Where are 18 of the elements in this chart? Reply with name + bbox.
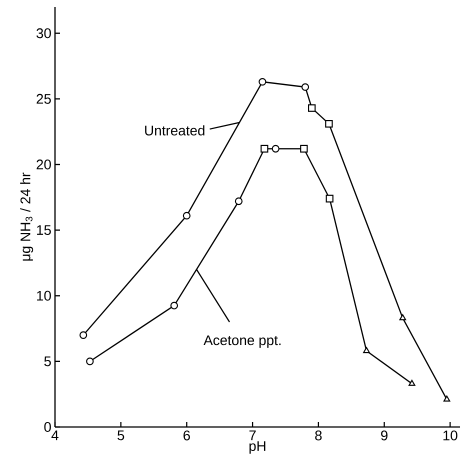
x-tick-label: 10 bbox=[443, 430, 458, 440]
x-tick-label: 7 bbox=[249, 430, 256, 440]
y-tick-label: 15 bbox=[37, 225, 51, 235]
annotation: Untreated bbox=[145, 125, 204, 136]
y-tick-label: 25 bbox=[36, 94, 51, 104]
x-tick-label: 8 bbox=[315, 430, 322, 440]
y-tick-label: 5 bbox=[44, 356, 51, 366]
y-tick-label: 20 bbox=[36, 160, 51, 170]
y-tick-label: 10 bbox=[37, 290, 51, 301]
x-tick-label: 6 bbox=[184, 430, 190, 440]
y-tick-label: 0 bbox=[44, 422, 51, 432]
y-axis-title: μg NH$_{3}$ / 24 hr bbox=[20, 172, 34, 261]
annotation: Acetone ppt. bbox=[204, 335, 281, 348]
x-tick-label: 4 bbox=[51, 430, 58, 440]
y-tick-label: 30 bbox=[36, 28, 51, 38]
x-tick-label: 9 bbox=[381, 430, 388, 440]
x-tick-label: 5 bbox=[118, 430, 124, 440]
x-axis-title: pH bbox=[249, 441, 266, 454]
